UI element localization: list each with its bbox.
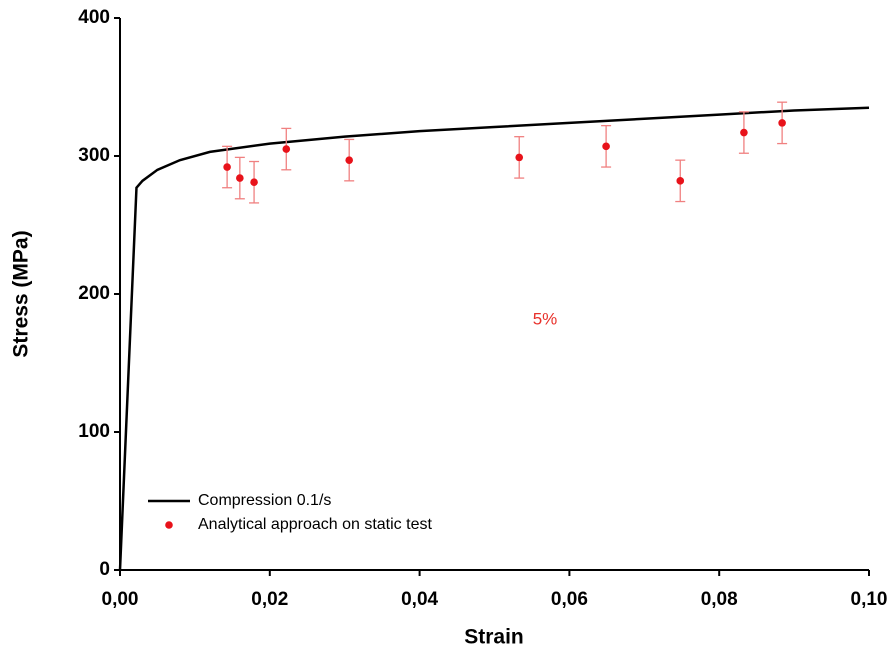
x-tick-label: 0,06	[551, 589, 588, 610]
y-axis-label: Stress (MPa)	[10, 230, 33, 357]
scatter-point	[778, 119, 786, 127]
x-tick-label: 0,04	[401, 589, 438, 610]
legend-label: Analytical approach on static test	[198, 516, 432, 533]
scatter-point	[676, 177, 685, 185]
scatter-point	[223, 163, 231, 171]
line-series	[118, 106, 870, 571]
y-tick-label: 400	[78, 7, 110, 28]
x-tick-label: 0,00	[102, 589, 139, 610]
annotation: 5%	[533, 309, 558, 328]
y-tick-label: 0	[99, 559, 110, 580]
x-tick-label: 0,02	[251, 589, 288, 610]
scatter-point	[250, 178, 258, 187]
legend-label: Compression 0.1/s	[198, 492, 331, 509]
legend-marker	[165, 521, 173, 529]
x-axis-label: Strain	[464, 626, 524, 649]
y-tick-label: 300	[78, 145, 110, 166]
scatter-point	[515, 153, 524, 162]
scatter-point	[282, 145, 291, 153]
y-tick-label: 100	[78, 421, 110, 442]
scatter-point	[236, 174, 244, 182]
x-tick-label: 0,10	[851, 589, 888, 610]
scatter-point	[602, 142, 610, 151]
scatter-point	[345, 156, 353, 164]
x-tick-label: 0,08	[701, 589, 738, 610]
y-tick-label: 200	[78, 283, 110, 304]
scatter-point	[740, 128, 748, 137]
